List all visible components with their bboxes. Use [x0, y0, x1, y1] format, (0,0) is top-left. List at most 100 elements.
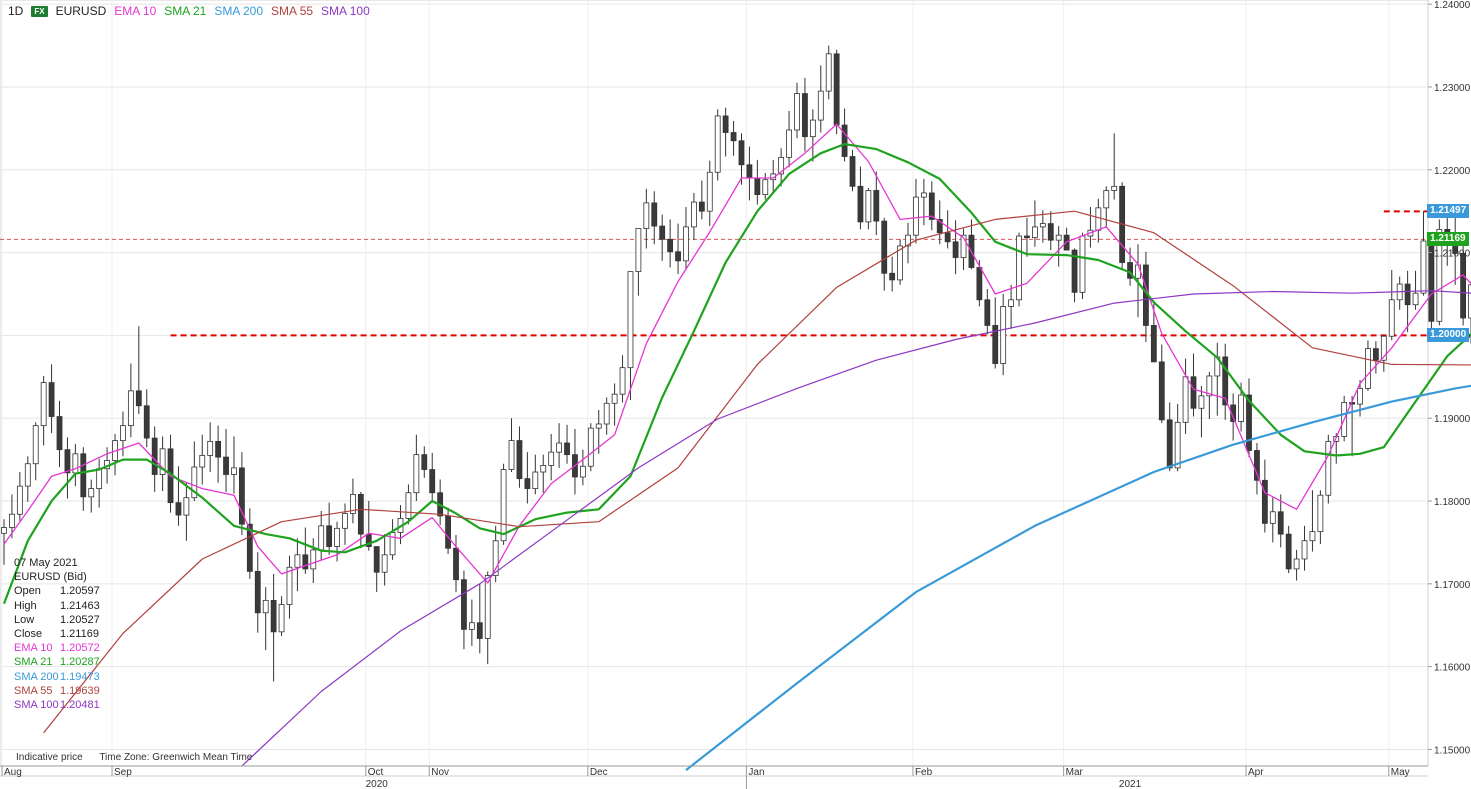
candle-body-up: [389, 532, 396, 556]
candle: [698, 180, 705, 220]
candle-body-up: [1412, 292, 1419, 306]
candle: [1055, 226, 1062, 267]
candle-body-up: [1095, 207, 1102, 231]
candle: [286, 555, 293, 619]
candle: [1087, 207, 1094, 248]
indicator-label[interactable]: SMA 55: [271, 4, 314, 18]
indicator-legend: EMA 10 SMA 21 SMA 200 SMA 55 SMA 100: [114, 4, 370, 18]
info-row: Close 1.21169: [14, 627, 100, 641]
candle-body-up: [762, 179, 769, 196]
candle-body-down: [365, 533, 372, 547]
candle-body-down: [48, 382, 55, 417]
candle: [1380, 334, 1387, 372]
candle-body-up: [865, 190, 872, 223]
candle: [936, 200, 943, 245]
price-tag: 1.21169: [1427, 231, 1469, 246]
candle-body-up: [1420, 240, 1427, 294]
candle-body-down: [254, 570, 261, 614]
candle-body-down: [1150, 325, 1157, 363]
candle-body-up: [786, 129, 792, 158]
candle: [278, 596, 285, 636]
y-tick-label: 1.16000: [1434, 663, 1471, 674]
candle-body-down: [429, 469, 436, 494]
candle: [223, 428, 229, 492]
candle: [16, 472, 23, 521]
candle: [659, 214, 666, 261]
candle-body-up: [1317, 494, 1324, 533]
candle: [476, 583, 483, 654]
candle: [175, 466, 182, 526]
candle: [675, 223, 681, 275]
candle-body-up: [262, 599, 269, 614]
candle: [1301, 525, 1308, 571]
candle-body-up: [1325, 440, 1332, 496]
price-tag: 1.20000: [1427, 328, 1469, 343]
info-key: EMA 10: [14, 642, 53, 655]
ma-line-sma-100: [241, 290, 1471, 767]
timeframe-label[interactable]: 1D: [8, 4, 24, 18]
candle: [651, 191, 658, 245]
candlesticks: [1, 45, 1471, 682]
candle-body-up: [127, 390, 134, 427]
indicator-label[interactable]: SMA 21: [164, 4, 207, 18]
candle: [667, 219, 674, 268]
candle-body-up: [683, 226, 689, 262]
candle: [508, 418, 515, 473]
candle: [326, 502, 333, 555]
candle: [1095, 198, 1102, 243]
candle: [1325, 434, 1332, 504]
candle: [635, 228, 642, 296]
candle: [1119, 182, 1126, 269]
candle: [1039, 210, 1046, 243]
y-tick-label: 1.18000: [1434, 497, 1471, 508]
candle: [1000, 293, 1007, 376]
candle: [88, 479, 95, 513]
candle-body-up: [88, 488, 95, 498]
candle-body-up: [1436, 228, 1443, 322]
candle-body-down: [659, 225, 666, 240]
candle: [413, 434, 420, 502]
candle-body-up: [24, 463, 31, 487]
candle-body-up: [1016, 235, 1022, 301]
info-key: Low: [14, 613, 35, 626]
candle-body-down: [357, 493, 364, 535]
candle: [1372, 341, 1379, 374]
moving-average-lines: [2, 123, 1471, 771]
info-value: 1.19473: [60, 670, 100, 683]
candle: [976, 260, 983, 307]
candle: [246, 508, 253, 579]
candle-body-down: [302, 554, 309, 570]
symbol-label[interactable]: EURUSD: [55, 4, 107, 18]
candle-body-up: [294, 554, 301, 568]
candle: [1214, 342, 1221, 416]
candle: [112, 433, 118, 476]
info-key: Close: [14, 628, 43, 641]
candle: [1412, 270, 1419, 310]
candle-body-up: [492, 540, 499, 576]
candle: [302, 527, 309, 574]
timezone-label: Time Zone: Greenwich Mean Time: [99, 752, 253, 763]
candle: [778, 148, 785, 187]
candle: [1024, 217, 1030, 257]
candle: [238, 452, 245, 535]
y-tick-label: 1.23000: [1434, 83, 1471, 94]
candle: [468, 599, 475, 646]
indicator-label[interactable]: EMA 10: [114, 4, 157, 18]
candle: [532, 454, 539, 495]
plot-frame: [0, 0, 1429, 767]
info-value: 1.19639: [60, 684, 100, 697]
candle-body-up: [1269, 511, 1276, 524]
candle-body-down: [881, 220, 888, 274]
indicator-label[interactable]: SMA 200: [214, 4, 264, 18]
info-value: 1.21463: [60, 599, 100, 612]
candle-body-down: [722, 115, 729, 133]
indicator-label[interactable]: SMA 100: [321, 4, 370, 18]
candle-body-down: [1285, 533, 1292, 570]
candle-body-up: [611, 393, 618, 404]
y-tick-label: 1.22000: [1434, 166, 1471, 177]
candle-body-down: [1277, 511, 1284, 535]
candle: [762, 173, 769, 200]
candle: [738, 133, 745, 185]
info-key: SMA 200: [14, 670, 59, 683]
